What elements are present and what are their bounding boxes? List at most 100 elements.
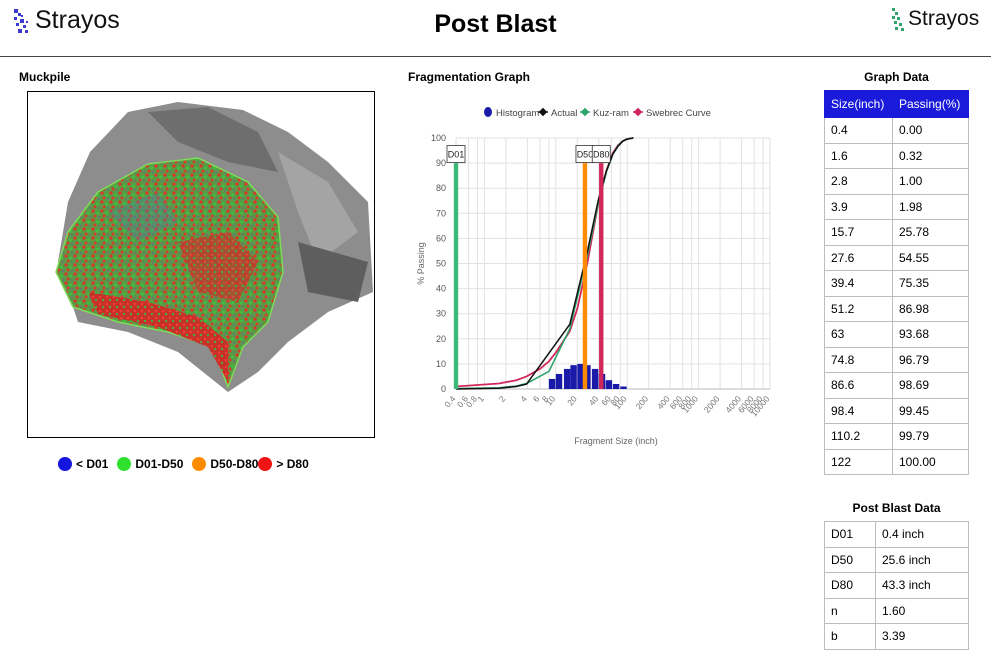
x-tick-label: 10 <box>544 394 558 408</box>
histogram-bar <box>612 383 620 389</box>
table-cell: 27.6 <box>824 244 893 271</box>
legend-item-gt-d80: > D80 <box>258 457 309 471</box>
histogram-bar <box>555 373 563 389</box>
table-row: 15.7 25.78 <box>824 219 969 246</box>
legend-marker-icon <box>538 107 548 117</box>
table-cell: 3.39 <box>875 623 969 650</box>
legend-item-d01-d50: D01-D50 <box>117 457 183 471</box>
table-cell: 0.4 <box>824 117 893 144</box>
legend-label: < D01 <box>76 457 109 471</box>
table-row: D80 43.3 inch <box>824 572 969 599</box>
table-cell: 99.45 <box>892 397 969 424</box>
logo-right-text: Strayos <box>908 7 980 30</box>
table-cell: 25.78 <box>892 219 969 246</box>
table-row: 0.4 0.00 <box>824 117 969 144</box>
table-cell: 0.00 <box>892 117 969 144</box>
marker-box-d01 <box>446 145 466 163</box>
legend-label: D01-D50 <box>135 457 184 471</box>
x-axis-title: Fragment Size (inch) <box>574 436 658 446</box>
table-cell: 1.60 <box>875 597 969 624</box>
legend-label: Histogram <box>496 108 539 119</box>
table-cell: 1.6 <box>824 142 893 169</box>
legend-histogram-icon <box>484 107 492 117</box>
y-tick-label: 20 <box>436 334 446 344</box>
table-row: 39.4 75.35 <box>824 270 969 297</box>
marker-label: D50 <box>577 150 594 160</box>
x-tick-label: 200 <box>633 394 650 412</box>
table-cell: 110.2 <box>824 423 893 450</box>
table-cell: 0.4 inch <box>875 521 969 548</box>
table-cell: 122 <box>824 448 893 475</box>
y-tick-label: 40 <box>436 284 446 294</box>
post-blast-data-label: Post Blast Data <box>852 501 941 515</box>
table-row: 27.6 54.55 <box>824 244 969 271</box>
table-cell: 98.69 <box>892 372 969 399</box>
table-row: D01 0.4 inch <box>824 521 969 548</box>
logo-left: Strayos <box>12 6 120 35</box>
table-row: 3.9 1.98 <box>824 193 969 220</box>
muckpile-image <box>27 91 375 438</box>
histogram-bar <box>548 378 556 389</box>
histogram-bar <box>620 386 627 389</box>
marker-line-d80 <box>599 163 604 389</box>
legend-dot-icon <box>58 457 72 471</box>
legend-label: Actual <box>551 108 577 119</box>
graph-data-label: Graph Data <box>864 70 929 84</box>
legend-item-lt-d01: < D01 <box>58 457 108 471</box>
table-cell: 3.9 <box>824 193 893 220</box>
y-tick-label: 0 <box>441 384 446 394</box>
table-header-row: Size(inch) Passing(%) <box>824 90 969 118</box>
muckpile-label: Muckpile <box>19 70 71 84</box>
table-cell: 15.7 <box>824 219 893 246</box>
y-tick-label: 90 <box>436 158 446 168</box>
legend-label: > D80 <box>276 457 309 471</box>
table-cell: 96.79 <box>892 346 969 373</box>
y-tick-label: 30 <box>436 309 446 319</box>
histogram-bar <box>605 380 613 389</box>
marker-label: D80 <box>593 150 610 160</box>
graph-data-table: Size(inch) Passing(%) 0.4 0.00 1.6 0.32 2.8 1… <box>824 90 969 475</box>
table-cell: 63 <box>824 321 893 348</box>
histogram-bar <box>577 363 584 389</box>
x-tick-label: 2 <box>497 394 508 404</box>
table-cell: 25.6 inch <box>875 546 969 573</box>
marker-line-d01 <box>453 163 459 389</box>
x-tick-label: 2000 <box>702 394 722 415</box>
x-tick-label: 20 <box>565 394 579 408</box>
table-cell: 43.3 inch <box>875 572 969 599</box>
table-cell: 86.98 <box>892 295 969 322</box>
table-cell: b <box>824 623 876 650</box>
legend-marker-icon <box>633 107 643 117</box>
column-header-size: Size(inch) <box>824 90 893 118</box>
logo-right: Strayos <box>890 6 979 32</box>
histogram-bar <box>584 365 591 389</box>
legend-item-d50-d80: D50-D80 <box>192 457 258 471</box>
table-cell: 100.00 <box>892 448 969 475</box>
histogram-bar <box>570 365 577 389</box>
table-cell: 93.68 <box>892 321 969 348</box>
table-row: 122 100.00 <box>824 448 969 475</box>
table-cell: 1.00 <box>892 168 969 195</box>
legend-label: Swebrec Curve <box>646 108 711 119</box>
header-divider <box>0 56 991 57</box>
table-cell: 86.6 <box>824 372 893 399</box>
table-cell: D80 <box>824 572 876 599</box>
y-tick-label: 70 <box>436 208 446 218</box>
page-title: Post Blast <box>434 10 557 38</box>
legend-label: D50-D80 <box>210 457 259 471</box>
table-row: 98.4 99.45 <box>824 397 969 424</box>
legend-label: Kuz-ram <box>593 108 629 119</box>
table-cell: n <box>824 597 876 624</box>
table-row: 110.2 99.79 <box>824 423 969 450</box>
table-cell: 1.98 <box>892 193 969 220</box>
table-cell: 98.4 <box>824 397 893 424</box>
legend-dot-icon <box>117 457 132 471</box>
y-tick-label: 10 <box>436 359 446 369</box>
table-row: 51.2 86.98 <box>824 295 969 322</box>
table-cell: 2.8 <box>824 168 893 195</box>
table-cell: 75.35 <box>892 270 969 297</box>
column-header-passing: Passing(%) <box>892 90 969 118</box>
table-cell: 0.32 <box>892 142 969 169</box>
marker-line-d50 <box>582 163 588 389</box>
x-tick-label: 8 <box>540 394 551 404</box>
